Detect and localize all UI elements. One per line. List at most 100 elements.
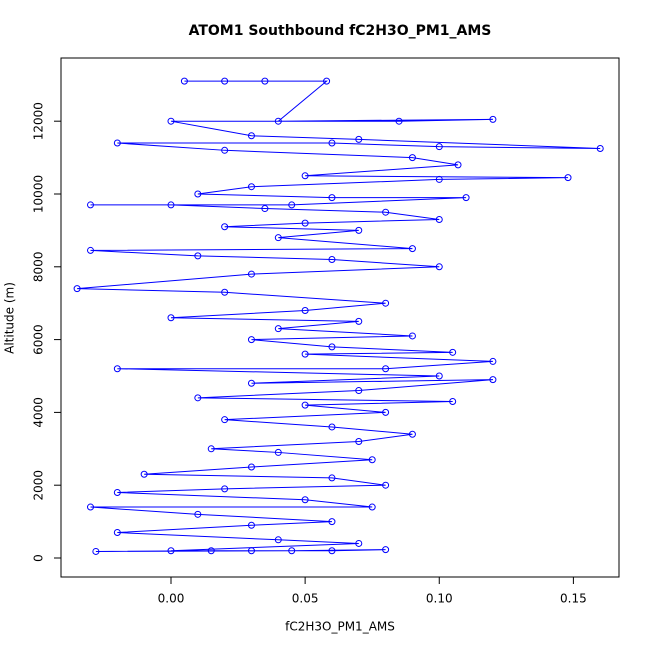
- y-tick-label: 12000: [32, 102, 46, 140]
- data-point: [261, 205, 269, 213]
- data-point: [167, 117, 175, 125]
- data-point: [395, 117, 403, 125]
- data-point: [408, 332, 416, 340]
- data-point: [328, 343, 336, 351]
- data-point: [301, 496, 309, 504]
- data-point: [368, 456, 376, 464]
- data-point: [382, 408, 390, 416]
- data-point: [355, 438, 363, 446]
- chart-title: ATOM1 Southbound fC2H3O_PM1_AMS: [189, 23, 492, 39]
- data-point: [274, 234, 282, 242]
- plot-frame: [60, 57, 620, 578]
- data-point: [408, 245, 416, 253]
- data-point: [435, 175, 443, 183]
- data-point: [328, 194, 336, 202]
- data-point: [408, 154, 416, 162]
- data-point: [87, 503, 95, 511]
- data-point: [328, 256, 336, 264]
- data-point: [221, 223, 229, 231]
- data-point: [247, 547, 255, 555]
- data-point: [564, 174, 572, 182]
- data-point: [207, 445, 215, 453]
- data-point: [221, 485, 229, 493]
- data-point: [194, 252, 202, 260]
- data-point: [87, 201, 95, 209]
- data-point: [301, 306, 309, 314]
- data-point: [221, 146, 229, 154]
- data-point: [247, 336, 255, 344]
- data-point: [435, 263, 443, 271]
- data-point: [274, 325, 282, 333]
- data-point: [221, 288, 229, 296]
- y-tick-label: 0: [32, 554, 46, 562]
- data-point: [221, 77, 229, 85]
- data-point: [435, 372, 443, 380]
- data-point: [301, 219, 309, 227]
- data-point: [288, 547, 296, 555]
- data-point: [301, 172, 309, 180]
- data-point: [355, 226, 363, 234]
- data-point: [355, 135, 363, 143]
- x-tick-label: 0.05: [292, 592, 319, 606]
- data-point: [328, 423, 336, 431]
- data-point: [323, 77, 331, 85]
- data-point: [355, 539, 363, 547]
- data-point: [288, 201, 296, 209]
- y-tick-label: 6000: [32, 324, 46, 355]
- data-point: [355, 387, 363, 395]
- data-point: [221, 416, 229, 424]
- data-point: [92, 547, 100, 555]
- data-point: [247, 132, 255, 140]
- data-line: [77, 80, 601, 552]
- data-point: [167, 314, 175, 322]
- data-point: [301, 401, 309, 409]
- data-point: [73, 285, 81, 293]
- data-point: [368, 503, 376, 511]
- data-point: [382, 365, 390, 373]
- data-point: [382, 481, 390, 489]
- data-point: [207, 547, 215, 555]
- data-point: [449, 348, 457, 356]
- data-point: [382, 299, 390, 307]
- data-point: [247, 379, 255, 387]
- x-axis-label: fC2H3O_PM1_AMS: [285, 620, 395, 634]
- data-point: [328, 139, 336, 147]
- data-point: [462, 194, 470, 202]
- data-point: [382, 208, 390, 216]
- data-point: [301, 350, 309, 358]
- data-point: [180, 77, 188, 85]
- data-point: [167, 201, 175, 209]
- data-point: [140, 470, 148, 478]
- data-point: [274, 536, 282, 544]
- y-tick-label: 4000: [32, 397, 46, 428]
- data-point: [435, 215, 443, 223]
- data-point: [328, 547, 336, 555]
- data-point: [382, 546, 390, 554]
- y-tick-label: 8000: [32, 252, 46, 283]
- data-point: [355, 317, 363, 325]
- data-point: [328, 518, 336, 526]
- y-tick-label: 2000: [32, 470, 46, 501]
- data-point: [247, 463, 255, 471]
- data-point: [435, 143, 443, 151]
- data-point: [113, 365, 121, 373]
- y-axis-label: Altitude (m): [3, 282, 17, 354]
- data-point: [113, 488, 121, 496]
- x-tick-label: 0.00: [158, 592, 185, 606]
- data-point: [194, 394, 202, 402]
- data-point: [489, 376, 497, 384]
- x-tick-label: 0.15: [560, 592, 587, 606]
- data-point: [489, 115, 497, 123]
- data-point: [194, 510, 202, 518]
- data-point: [113, 139, 121, 147]
- data-point: [274, 448, 282, 456]
- x-tick-label: 0.10: [426, 592, 453, 606]
- data-point: [328, 474, 336, 482]
- data-point: [194, 190, 202, 198]
- y-tick-label: 10000: [32, 175, 46, 213]
- data-point: [167, 547, 175, 555]
- data-point: [449, 397, 457, 405]
- data-point: [408, 430, 416, 438]
- data-point: [113, 529, 121, 537]
